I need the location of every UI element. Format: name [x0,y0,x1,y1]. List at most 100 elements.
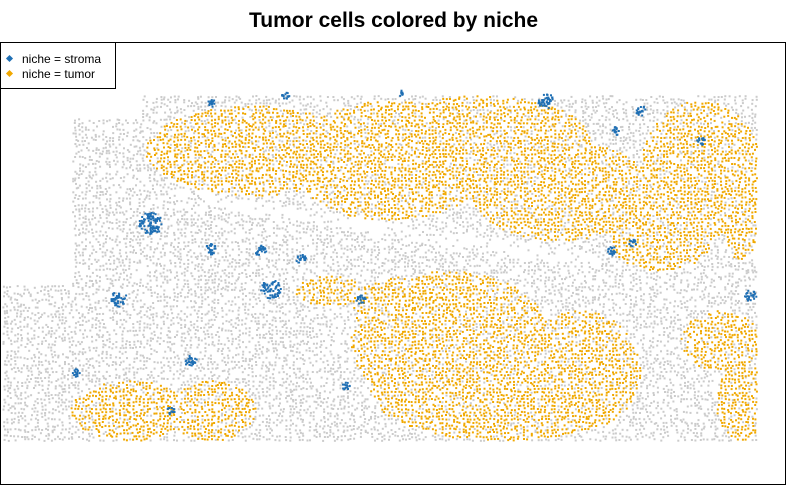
background-cell-point [369,322,372,325]
background-cell-point [724,295,726,298]
background-cell-point [607,288,610,291]
background-cell-point [581,101,584,104]
background-cell-point [274,179,277,182]
background-cell-point [667,231,670,234]
background-cell-point [733,293,736,296]
background-cell-point [172,305,175,308]
background-cell-point [663,101,666,104]
background-cell-point [645,194,648,197]
background-cell-point [215,96,217,98]
background-cell-point [676,275,679,277]
background-cell-point [243,288,246,291]
background-cell-point [622,103,625,106]
background-cell-point [439,265,442,268]
background-cell-point [323,211,326,214]
background-cell-point [305,208,308,211]
background-cell-point [345,163,348,166]
background-cell-point [347,104,350,107]
background-cell-point [82,221,85,224]
background-cell-point [322,124,325,127]
background-cell-point [697,187,699,190]
background-cell-point [737,113,740,116]
background-cell-point [126,156,129,159]
background-cell-point [81,140,84,143]
background-cell-point [77,271,80,274]
background-cell-point [635,98,638,101]
background-cell-point [708,302,711,304]
background-cell-point [78,173,81,176]
background-cell-point [619,147,622,150]
background-cell-point [441,268,444,271]
background-cell-point [632,156,635,159]
background-cell-point [255,200,258,203]
background-cell-point [77,320,80,323]
background-cell-point [580,145,583,148]
background-cell-point [448,165,451,168]
background-cell-point [121,138,124,141]
background-cell-point [587,299,590,302]
background-cell-point [752,302,755,305]
background-cell-point [193,176,196,179]
background-cell-point [200,266,203,269]
background-cell-point [740,112,743,115]
background-cell-point [679,224,682,227]
background-cell-point [57,289,60,292]
background-cell-point [103,323,105,325]
background-cell-point [543,265,546,268]
background-cell-point [102,264,105,267]
background-cell-point [469,217,472,220]
background-cell-point [665,136,668,139]
background-cell-point [122,155,125,158]
background-cell-point [241,214,244,217]
background-cell-point [196,325,199,328]
background-cell-point [536,278,539,281]
background-cell-point [448,214,451,217]
background-cell-point [123,318,126,321]
background-cell-point [697,282,700,284]
background-cell-point [292,198,295,201]
background-cell-point [407,280,410,282]
background-cell-point [241,298,244,301]
background-cell-point [169,296,171,299]
background-cell-point [754,105,757,108]
background-cell-point [490,129,493,132]
background-cell-point [62,309,65,312]
background-cell-point [244,305,247,308]
background-cell-point [561,125,564,128]
background-cell-point [283,324,286,326]
background-cell-point [77,286,80,289]
background-cell-point [220,125,223,128]
background-cell-point [633,320,635,323]
background-cell-point [716,257,719,260]
background-cell-point [218,207,221,210]
background-cell-point [283,241,286,244]
background-cell-point [632,111,635,114]
background-cell-point [296,224,299,227]
background-cell-point [206,149,209,152]
background-cell-point [635,319,638,322]
background-cell-point [163,312,166,315]
background-cell-point [436,286,439,289]
background-cell-point [163,230,166,233]
background-cell-point [505,271,508,274]
background-cell-point [78,217,81,220]
background-cell-point [436,194,438,197]
background-cell-point [700,278,703,281]
background-cell-point [80,207,83,210]
background-cell-point [636,290,639,292]
background-cell-point [648,218,651,221]
background-cell-point [354,106,357,109]
background-cell-point [352,302,355,305]
background-cell-point [475,214,478,217]
background-cell-point [307,300,309,303]
background-cell-point [139,131,142,134]
background-cell-point [748,252,751,255]
background-cell-point [582,112,585,115]
background-cell-point [138,189,141,192]
background-cell-point [326,225,329,228]
background-cell-point [611,293,613,296]
background-cell-point [33,286,36,289]
background-cell-point [139,169,142,172]
background-cell-point [604,249,607,252]
background-cell-point [347,318,350,321]
